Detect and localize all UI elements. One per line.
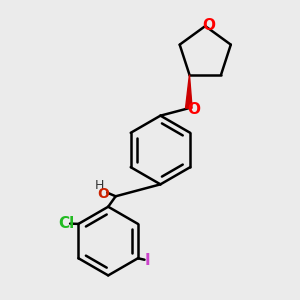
Text: O: O [202,18,216,33]
Text: Cl: Cl [58,215,74,230]
Text: I: I [145,253,151,268]
Polygon shape [185,75,192,108]
Text: O: O [97,187,109,201]
Text: O: O [188,102,201,117]
Text: H: H [94,179,104,192]
